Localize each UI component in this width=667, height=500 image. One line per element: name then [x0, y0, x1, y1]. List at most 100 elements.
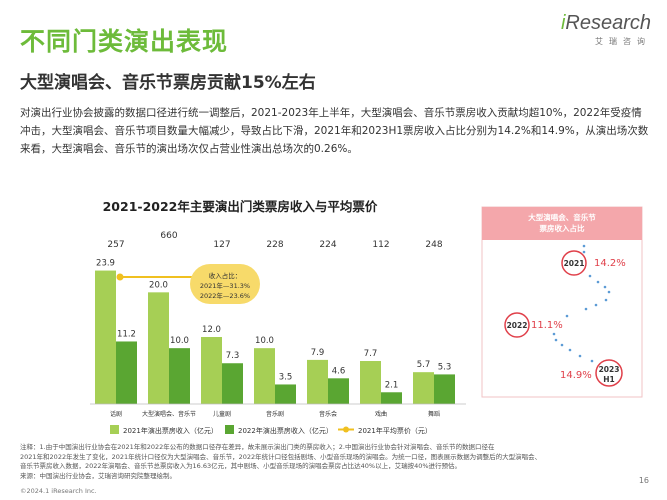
connector-dot-1: [582, 250, 586, 254]
price-label-1: 660: [160, 231, 177, 241]
page-subtitle: 大型演唱会、音乐节票房贡献15%左右: [20, 73, 316, 93]
footnote-line3: 音乐节票房收入数据，2022年演唱会、音乐节总票房收入为16.63亿元，其中剧场…: [20, 462, 462, 470]
bar-label-2022-0: 11.2: [117, 329, 136, 339]
price-label-2: 127: [213, 240, 230, 250]
connector-dot-9: [565, 314, 569, 318]
connector-dot-13: [568, 348, 572, 352]
share-chart: 大型演唱会、音乐节票房收入占比 2021 14.2% 2022 11.1% 2023H1…: [481, 206, 643, 398]
logo-subtitle: 艾瑞咨询: [595, 37, 651, 46]
price-label-6: 248: [425, 240, 442, 250]
connector-dot-0: [582, 244, 586, 248]
connector-dot-11: [554, 338, 558, 342]
share-card-title-line1: 大型演唱会、音乐节: [528, 212, 596, 222]
share-card-header: [482, 207, 642, 240]
bar-2021-6: [413, 372, 434, 404]
node-2022: [504, 312, 530, 338]
bar-label-2022-6: 5.3: [438, 362, 452, 372]
bar-2022-2: [222, 363, 243, 404]
footnote-line2: 2021年和2022年发生了变化，2021年统计口径仅为大型演唱会、音乐节，20…: [20, 452, 542, 461]
node-2021-value: 14.2%: [594, 258, 626, 269]
annotation-line1: 2021年—31.3%: [200, 281, 250, 290]
iresearch-logo: iResearch 艾瑞咨询: [561, 12, 651, 47]
bar-label-2022-5: 2.1: [385, 380, 399, 390]
x-tick-label-5: 戏曲: [375, 410, 387, 418]
node-2022-value: 11.1%: [531, 320, 563, 331]
node-2021-year: 2021: [564, 259, 585, 268]
price-label-3: 228: [266, 240, 283, 250]
share-connector-dots: [552, 244, 611, 366]
annotation-dot: [116, 273, 124, 281]
bar-label-2021-6: 5.7: [417, 360, 431, 370]
x-tick-label-4: 音乐会: [319, 410, 337, 418]
connector-dot-3: [596, 280, 600, 284]
bar-2021-1: [148, 292, 169, 404]
copyright: ©2024.1 iResearch Inc.: [20, 487, 97, 495]
share-card-title-line2: 票房收入占比: [540, 223, 585, 233]
price-label-0: 257: [107, 240, 124, 250]
legend-dot-price: [343, 426, 349, 433]
bar-label-2021-3: 10.0: [255, 336, 274, 346]
price-label-4: 224: [319, 240, 336, 250]
page-title: 不同门类演出表现: [20, 27, 229, 56]
connector-dot-2: [588, 274, 592, 278]
bar-label-2022-2: 7.3: [226, 351, 240, 361]
node-2023-year: 2023: [599, 365, 620, 374]
footnote: 注释：1.由于中国演出行业协会在2021年和2022年公布的数据口径存在差异，故…: [20, 443, 650, 481]
body-paragraph: 对演出行业协会披露的数据口径进行统一调整后，2021-2023年上半年，大型演唱…: [20, 107, 649, 155]
annotation-title: 收入占比：: [209, 271, 242, 280]
bar-label-2022-3: 3.5: [279, 372, 293, 382]
page-number: 16: [638, 476, 649, 485]
connector-dot-10: [552, 332, 556, 336]
connector-dot-8: [584, 307, 588, 311]
node-2023: [595, 359, 623, 387]
share-annotation: 收入占比： 2021年—31.3% 2022年—23.6%: [116, 264, 260, 304]
bar-2022-0: [116, 341, 137, 404]
bar-2022-1: [169, 348, 190, 404]
connector-dot-5: [607, 290, 611, 294]
connector-dot-7: [594, 303, 598, 307]
x-tick-label-2: 儿童剧: [213, 410, 231, 418]
bar-group: 23.9 11.2 20.0 10.0 12.0 7.3 10.0 3.5 7.9 4.6 7.7 2…: [95, 259, 455, 404]
x-tick-label-6: 舞蹈: [428, 410, 440, 418]
footnote-line1: 注释：1.由于中国演出行业协会在2021年和2022年公布的数据口径存在差异，故…: [20, 443, 495, 451]
connector-dot-4: [603, 285, 607, 289]
bar-2021-2: [201, 337, 222, 404]
connector-dot-12: [560, 343, 564, 347]
bar-2021-0: [95, 270, 116, 404]
connector-dot-6: [604, 298, 608, 302]
bar-label-2022-1: 10.0: [170, 336, 189, 346]
bar-label-2022-4: 4.6: [332, 366, 346, 376]
x-tick-label-3: 音乐剧: [266, 410, 284, 418]
bar-label-2021-5: 7.7: [364, 349, 378, 359]
x-axis-labels: 话剧 大型演唱会、音乐节 儿童剧 音乐剧 音乐会 戏曲 舞蹈: [110, 410, 440, 418]
node-2022-year: 2022: [507, 321, 528, 330]
legend-label-2022: 2022年演出票房收入（亿元）: [238, 426, 333, 435]
price-label-5: 112: [372, 240, 389, 250]
logo-wordmark: iResearch: [560, 12, 651, 34]
bar-label-2021-0: 23.9: [96, 259, 115, 269]
chart-legend: 2021年演出票房收入（亿元） 2022年演出票房收入（亿元） 2021年平均票…: [110, 425, 432, 435]
footnote-source: 来源：中国演出行业协会，艾瑞咨询研究院整理绘制。: [20, 471, 176, 480]
bar-label-2021-1: 20.0: [149, 280, 168, 290]
bar-2022-4: [328, 378, 349, 404]
legend-label-2021: 2021年演出票房收入（亿元）: [123, 426, 218, 435]
bar-2021-3: [254, 348, 275, 404]
connector-dot-15: [590, 359, 594, 363]
node-2023-value: 14.9%: [560, 370, 592, 381]
annotation-box: [190, 264, 260, 304]
legend-swatch-2022: [225, 425, 234, 434]
bar-chart-title: 2021-2022年主要演出门类票房收入与平均票价: [102, 199, 378, 214]
bar-label-2021-2: 12.0: [202, 325, 221, 335]
share-card-title: 大型演唱会、音乐节票房收入占比: [528, 212, 596, 233]
bar-chart: 23.9 11.2 20.0 10.0 12.0 7.3 10.0 3.5 7.9 4.6 7.7 2…: [90, 231, 466, 435]
legend-label-price: 2021年平均票价（元）: [358, 426, 432, 435]
annotation-line2: 2022年—23.6%: [200, 291, 250, 300]
bar-2022-6: [434, 374, 455, 404]
x-tick-label-0: 话剧: [110, 410, 122, 418]
bar-2022-3: [275, 384, 296, 404]
bar-2021-4: [307, 359, 328, 404]
price-labels: 257 660 127 228 224 112 248: [107, 231, 442, 250]
bar-2021-5: [360, 361, 381, 404]
connector-dot-14: [578, 354, 582, 358]
bar-label-2021-4: 7.9: [311, 348, 325, 358]
